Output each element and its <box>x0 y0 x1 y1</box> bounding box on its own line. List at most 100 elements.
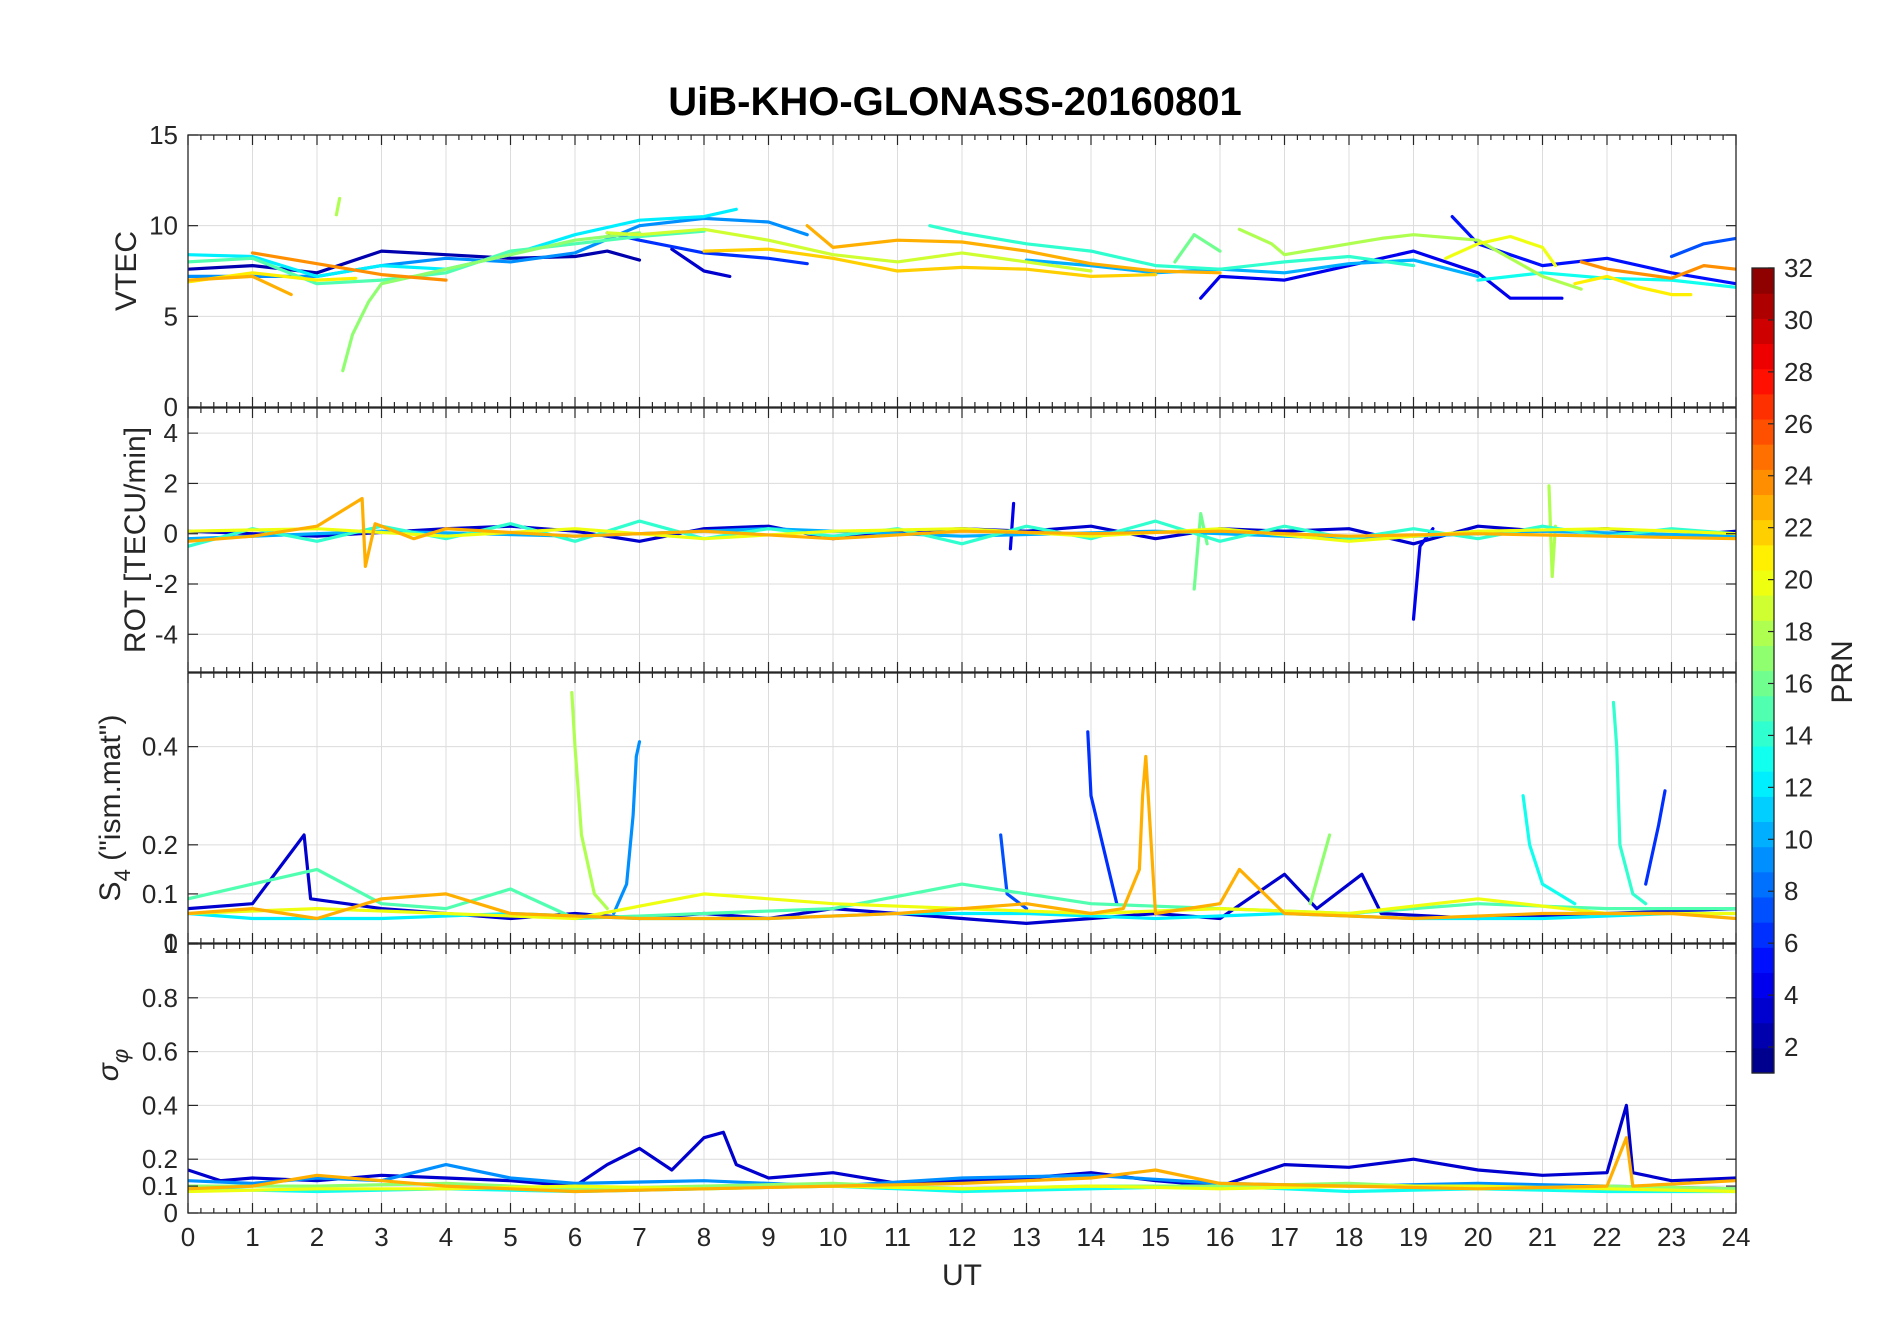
xtick-label-13: 13 <box>1012 1222 1041 1252</box>
colorbar-tick-label-24: 24 <box>1784 461 1813 491</box>
s4-ytick-label: 0 <box>164 928 178 958</box>
xtick-label-15: 15 <box>1141 1222 1170 1252</box>
colorbar-level-27 <box>1752 393 1774 420</box>
vtec-traces <box>188 196 1736 373</box>
colorbar-level-29 <box>1752 343 1774 370</box>
vtec-trace-prn-7-5 <box>1669 236 1736 259</box>
vtec-trace-prn-22-20 <box>702 247 1158 278</box>
colorbar-tick-label-8: 8 <box>1784 876 1798 906</box>
s4-ylabel: S4 ("ism.mat") <box>94 715 135 902</box>
rot-trace-prn-18-4 <box>1547 484 1557 579</box>
s4-trace-prn-6-1 <box>1086 730 1119 906</box>
vtec-trace-prn-16-12 <box>1173 233 1222 264</box>
sigma_phi-traces <box>188 1103 1736 1194</box>
xtick-label-24: 24 <box>1722 1222 1751 1252</box>
vtec-ytick-label: 15 <box>149 120 178 150</box>
colorbar-tick-label-28: 28 <box>1784 357 1813 387</box>
colorbar-level-7 <box>1752 896 1774 923</box>
xtick-label-21: 21 <box>1528 1222 1557 1252</box>
ut-axis: 0 1 2 3 4 5 6 7 8 9 10 11 12 13 14 15 16 17 18 19 20 21 22 23 24 <box>181 1222 1751 1252</box>
vtec-trace-prn-10-7 <box>1024 258 1480 278</box>
vtec-trace-prn-21-19 <box>1573 274 1693 297</box>
colorbar-level-31 <box>1752 293 1774 319</box>
colorbar-tick-label-18: 18 <box>1784 617 1813 647</box>
xtick-label-18: 18 <box>1335 1222 1364 1252</box>
colorbar-level-11 <box>1752 796 1774 823</box>
xtick-label-1: 1 <box>245 1222 259 1252</box>
colorbar-level-20 <box>1752 569 1774 596</box>
sigma_phi-trace-prn-23-5 <box>188 1136 1736 1194</box>
xtick-label-7: 7 <box>632 1222 646 1252</box>
xtick-label-12: 12 <box>948 1222 977 1252</box>
vtec-trace-prn-4-2 <box>1199 249 1564 300</box>
s4-trace-prn-13-6 <box>1521 794 1577 906</box>
rot-ytick-label: 2 <box>164 468 178 498</box>
rot-ytick-label: 4 <box>164 418 178 448</box>
vtec-trace-prn-18-14 <box>334 196 342 217</box>
colorbar-level-13 <box>1752 745 1774 772</box>
colorbar-level-16 <box>1752 670 1774 697</box>
colorbar-tick-label-6: 6 <box>1784 928 1798 958</box>
colorbar-tick-label-2: 2 <box>1784 1032 1798 1062</box>
colorbar-level-30 <box>1752 318 1774 345</box>
colorbar-level-6 <box>1752 922 1774 948</box>
sigma_phi-ytick-label: 0.8 <box>142 983 178 1013</box>
vtec-ytick-label: 10 <box>149 211 178 241</box>
colorbar-level-5 <box>1752 947 1774 973</box>
s4-traces <box>188 691 1736 925</box>
xtick-label-23: 23 <box>1657 1222 1686 1252</box>
colorbar-frame <box>1751 267 1775 1074</box>
colorbar-level-19 <box>1752 595 1774 621</box>
rot-traces <box>188 484 1736 621</box>
colorbar-level-23 <box>1752 494 1774 521</box>
s4-trace-prn-18-10 <box>570 691 609 911</box>
colorbar-level-25 <box>1752 444 1774 470</box>
xtick-label-22: 22 <box>1593 1222 1622 1252</box>
sigma-phi-ylabel: σφ <box>92 1049 133 1081</box>
sigma_phi-ytick-label: 0.4 <box>142 1090 178 1120</box>
vtec-trace-prn-20-17 <box>1444 234 1557 268</box>
colorbar-level-1 <box>1752 1047 1774 1074</box>
colorbar-level-3 <box>1752 997 1774 1024</box>
sigma_phi-trace-prn-20-4 <box>188 1184 1736 1194</box>
rot-ytick-label: 0 <box>164 519 178 549</box>
s4-trace-prn-12-5 <box>188 911 1736 921</box>
colorbar-level-17 <box>1752 645 1774 672</box>
colorbar-level-10 <box>1752 821 1774 848</box>
colorbar-level-24 <box>1752 469 1774 496</box>
colorbar-level-14 <box>1752 720 1774 747</box>
x-axis-label: UT <box>942 1259 982 1292</box>
colorbar-tick-label-4: 4 <box>1784 980 1798 1010</box>
xtick-label-14: 14 <box>1077 1222 1106 1252</box>
s4-panel: S4 ("ism.mat") 0 0.1 0.2 0.4 <box>94 672 1737 958</box>
rot-ytick-label: -2 <box>155 569 178 599</box>
colorbar-level-26 <box>1752 418 1774 445</box>
s4-trace-prn-9-4 <box>612 740 642 916</box>
rot-ytick-label: -4 <box>155 619 178 649</box>
s4-ytick-label: 0.4 <box>142 732 178 762</box>
xtick-label-20: 20 <box>1464 1222 1493 1252</box>
s4-trace-prn-23-12 <box>188 754 1736 921</box>
vtec-ytick-label: 5 <box>164 301 178 331</box>
s4-trace-prn-7-3 <box>999 833 1029 911</box>
colorbar-label: PRN <box>1826 640 1859 703</box>
colorbar-level-4 <box>1752 972 1774 999</box>
rot-trace-prn-23-8 <box>188 496 1736 568</box>
colorbar-level-28 <box>1752 368 1774 395</box>
xtick-label-3: 3 <box>374 1222 388 1252</box>
colorbar-tick-label-26: 26 <box>1784 409 1813 439</box>
chart-title: UiB-KHO-GLONASS-20160801 <box>668 80 1242 124</box>
colorbar-level-18 <box>1752 620 1774 646</box>
colorbar-tick-label-20: 20 <box>1784 565 1813 595</box>
s4-trace-prn-14-7 <box>1611 700 1648 906</box>
sigma_phi-ytick-label: 0.2 <box>142 1144 178 1174</box>
sigma_phi-ytick-label: 0.6 <box>142 1037 178 1067</box>
vtec-panel: VTEC 0 5 10 15 <box>110 120 1737 422</box>
xtick-label-6: 6 <box>568 1222 582 1252</box>
xtick-label-11: 11 <box>884 1222 911 1252</box>
colorbar-tick-label-16: 16 <box>1784 668 1813 698</box>
vtec-trace-prn-13-9 <box>1476 271 1736 289</box>
sigma_phi-ytick-label: 1 <box>164 929 178 959</box>
rot-trace-prn-16-3 <box>1192 512 1209 591</box>
